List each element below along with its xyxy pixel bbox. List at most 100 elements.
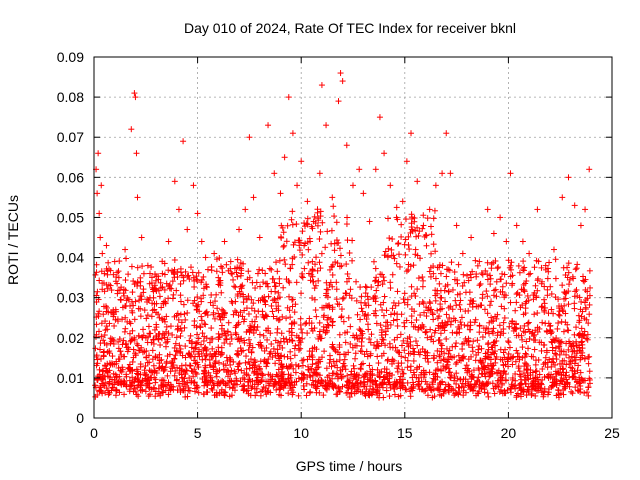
data-point — [453, 222, 460, 229]
data-point — [245, 311, 252, 318]
data-point — [136, 297, 143, 304]
data-point — [92, 271, 99, 278]
data-point — [563, 351, 570, 358]
data-point — [286, 328, 293, 335]
data-point — [363, 316, 370, 323]
data-point — [128, 263, 135, 270]
data-point — [481, 370, 488, 377]
data-point — [186, 276, 193, 283]
data-point — [391, 391, 398, 398]
data-point — [314, 359, 321, 366]
data-point — [560, 365, 567, 372]
data-point — [452, 297, 459, 304]
data-point — [419, 346, 426, 353]
data-point — [415, 275, 422, 282]
data-point — [453, 340, 460, 347]
data-point — [459, 282, 466, 289]
data-point — [362, 290, 369, 297]
data-point — [272, 299, 279, 306]
data-point — [430, 215, 437, 222]
data-point — [574, 261, 581, 268]
data-point — [253, 313, 260, 320]
data-point — [398, 353, 405, 360]
data-point — [569, 273, 576, 280]
data-point — [306, 315, 313, 322]
data-point — [363, 302, 370, 309]
data-point — [140, 326, 147, 333]
data-point — [196, 346, 203, 353]
data-point — [367, 350, 374, 357]
data-point — [199, 330, 206, 337]
data-point — [194, 361, 201, 368]
data-point — [129, 358, 136, 365]
data-point — [249, 378, 256, 385]
data-point — [219, 377, 226, 384]
data-point — [499, 270, 506, 277]
data-point — [143, 347, 150, 354]
data-point — [578, 325, 585, 332]
data-point — [400, 337, 407, 344]
data-point — [195, 335, 202, 342]
data-point — [280, 229, 287, 236]
data-point — [190, 379, 197, 386]
data-point — [203, 284, 210, 291]
data-point — [163, 313, 170, 320]
data-point — [414, 286, 421, 293]
data-point — [287, 348, 294, 355]
data-point — [223, 336, 230, 343]
y-tick-label: 0.04 — [57, 250, 84, 266]
data-point — [396, 263, 403, 270]
data-point — [100, 311, 107, 318]
data-point — [565, 269, 572, 276]
data-point — [269, 308, 276, 315]
data-point — [533, 294, 540, 301]
data-point — [135, 393, 142, 400]
data-point — [274, 268, 281, 275]
data-point — [577, 222, 584, 229]
data-point — [432, 292, 439, 299]
data-point — [434, 385, 441, 392]
data-point — [549, 373, 556, 380]
data-point — [528, 330, 535, 337]
data-point — [206, 356, 213, 363]
data-point — [365, 326, 372, 333]
data-point — [423, 242, 430, 249]
data-point — [455, 352, 462, 359]
data-point — [445, 304, 452, 311]
data-point — [353, 278, 360, 285]
data-point — [389, 236, 396, 243]
data-point — [428, 387, 435, 394]
data-point — [312, 366, 319, 373]
data-point — [293, 279, 300, 286]
data-point — [582, 206, 589, 213]
data-point — [347, 286, 354, 293]
data-point — [520, 388, 527, 395]
data-point — [144, 296, 151, 303]
data-point — [343, 278, 350, 285]
data-point — [572, 354, 579, 361]
data-point — [471, 319, 478, 326]
data-point — [96, 210, 103, 217]
data-point — [378, 271, 385, 278]
data-point — [103, 242, 110, 249]
data-point — [119, 304, 126, 311]
data-point — [184, 297, 191, 304]
data-point — [163, 360, 170, 367]
data-point — [531, 346, 538, 353]
data-point — [251, 359, 258, 366]
data-point — [288, 216, 295, 223]
data-point — [461, 279, 468, 286]
data-point — [234, 273, 241, 280]
data-point — [228, 392, 235, 399]
data-point — [109, 353, 116, 360]
data-point — [401, 290, 408, 297]
data-point — [156, 330, 163, 337]
data-point — [516, 381, 523, 388]
data-point — [532, 282, 539, 289]
data-point — [316, 236, 323, 243]
data-point — [193, 385, 200, 392]
data-point — [125, 271, 132, 278]
data-point — [358, 293, 365, 300]
data-point — [202, 362, 209, 369]
